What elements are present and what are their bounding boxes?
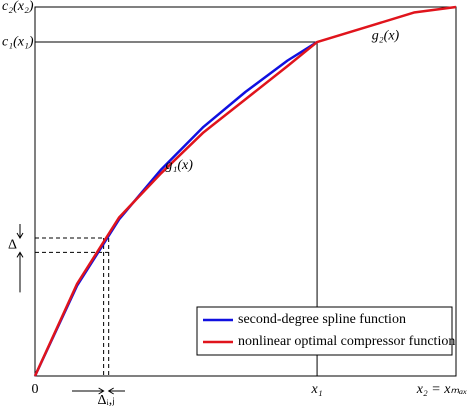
delta-arrow xyxy=(16,223,24,293)
x-tick-label: 0 xyxy=(32,382,39,397)
curve-label: g₂(x) xyxy=(372,29,400,44)
x-tick-label: x₂ = xₘₐₓ xyxy=(416,382,468,397)
x-tick-label: x₁ xyxy=(311,382,323,397)
legend-label: nonlinear optimal compressor function xyxy=(238,334,455,349)
delta-ij-arrow xyxy=(72,387,125,395)
series-line xyxy=(33,5,457,377)
delta-label: Δ xyxy=(8,237,17,252)
y-tick-label: c₁(x₁) xyxy=(2,34,34,49)
delta-ij-label: Δᵢ,ⱼ xyxy=(98,393,115,408)
y-tick-label: c₂(x₂) xyxy=(2,0,34,14)
curve-label: g₁(x) xyxy=(166,158,194,173)
legend-label: second-degree spline function xyxy=(238,312,406,327)
legend-box xyxy=(196,306,453,356)
